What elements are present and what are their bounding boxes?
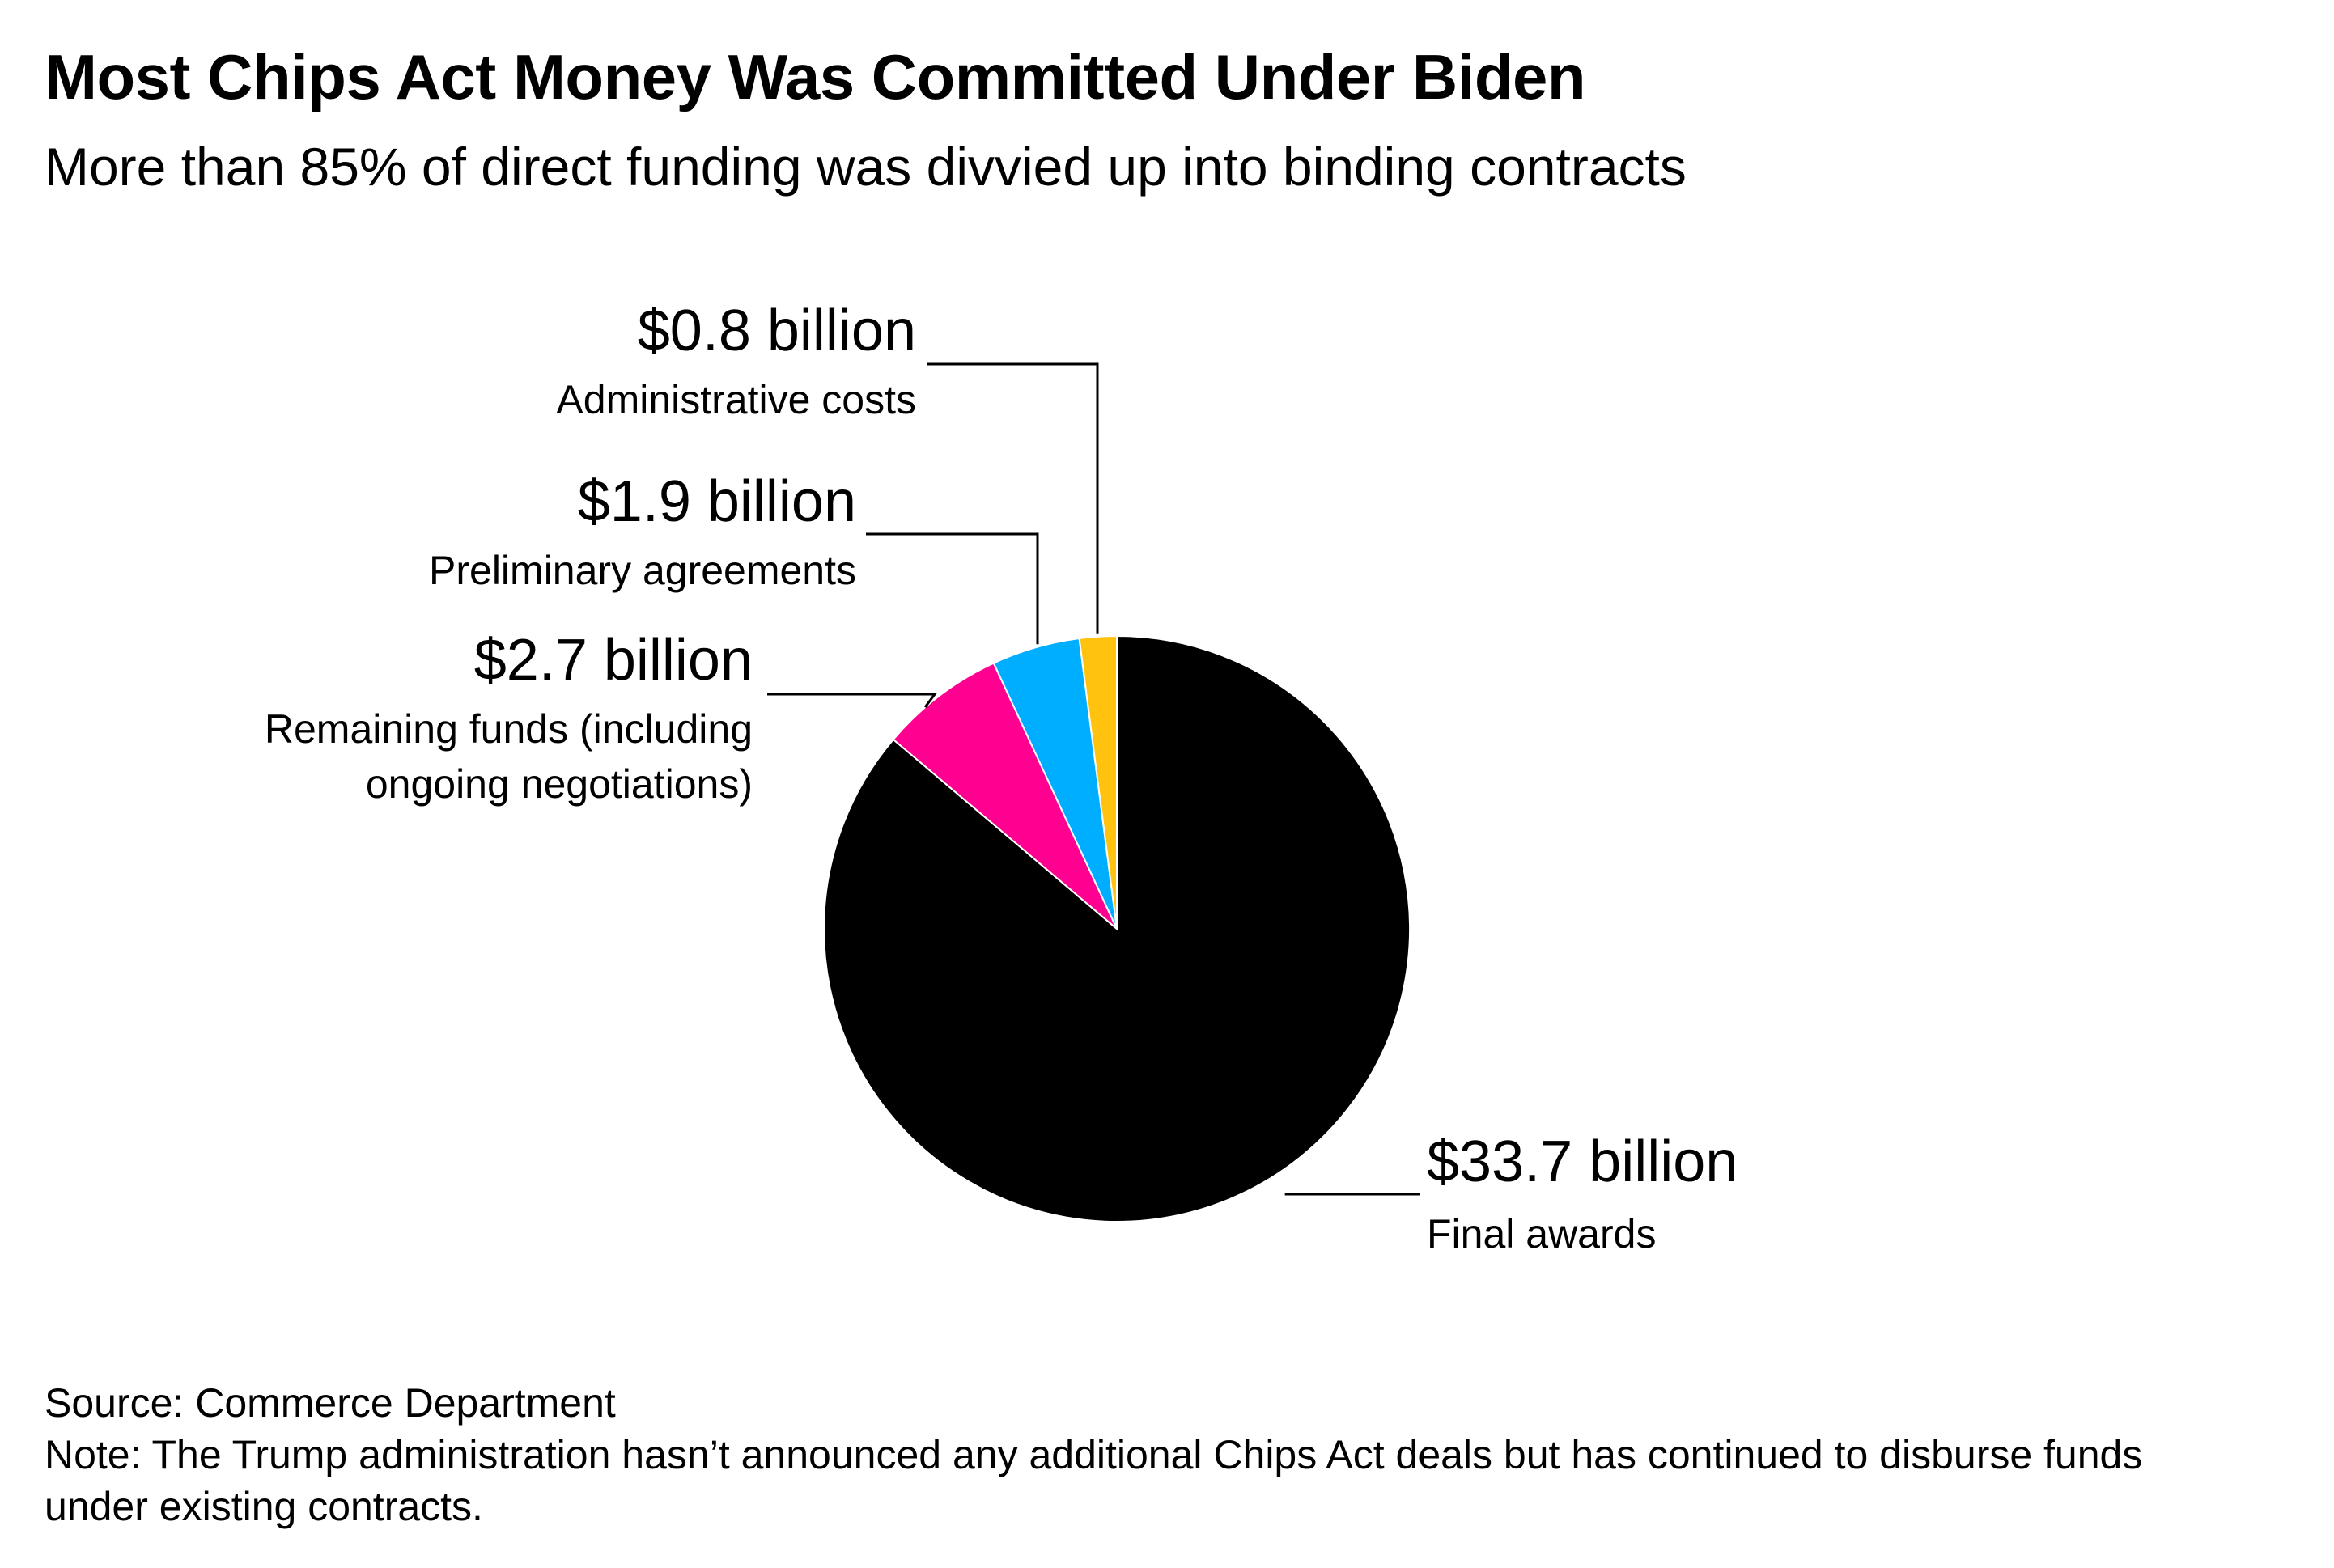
slice-value-label: $33.7 billion <box>1427 1129 1738 1194</box>
pie-chart: $33.7 billion Final awards $2.7 billion Rem… <box>265 299 1738 1257</box>
slice-value-label: $0.8 billion <box>638 299 916 363</box>
pie-slice-administrative-costs <box>1078 634 1118 930</box>
chart-footer: Source: Commerce Department Note: The Tr… <box>45 1377 2230 1532</box>
slice-category-label: Remaining funds (including ongoing negoti… <box>265 706 753 807</box>
pie-slices <box>823 634 1411 1223</box>
leader-line-preliminary-agreements <box>866 532 1039 645</box>
source-note: Source: Commerce Department <box>45 1380 616 1426</box>
leader-line-administrative-costs <box>927 362 1099 634</box>
slice-value-label: $2.7 billion <box>474 628 753 693</box>
leader-line-remaining-funds-including-ongoing-negotiations <box>767 693 937 708</box>
slice-category-label: Preliminary agreements <box>429 548 856 593</box>
pie-slice-remaining-funds-including-ongoing-negotiations <box>892 662 1118 930</box>
pie-labels: $33.7 billion Final awards $2.7 billion Rem… <box>265 299 1738 1257</box>
slice-value-label: $1.9 billion <box>578 469 856 534</box>
slice-category-label: Administrative costs <box>556 377 916 422</box>
footnote: Note: The Trump administration hasn’t an… <box>45 1432 2143 1529</box>
chart-subtitle: More than 85% of direct funding was divv… <box>45 137 1687 197</box>
slice-category-label: Final awards <box>1427 1211 1656 1257</box>
chart-title: Most Chips Act Money Was Committed Under… <box>45 41 1586 112</box>
